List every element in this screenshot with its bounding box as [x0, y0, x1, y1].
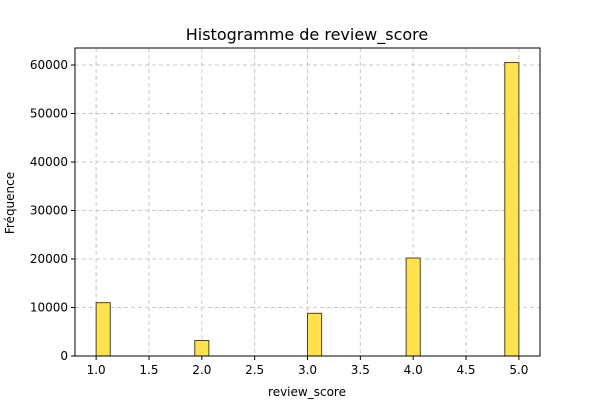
x-tick-label: 2.0 — [192, 363, 211, 377]
y-axis-label: Fréquence — [3, 172, 17, 234]
y-tick-label: 20000 — [30, 252, 68, 266]
histogram-bar — [95, 302, 111, 357]
x-tick-label: 3.5 — [351, 363, 370, 377]
x-tick-label: 1.5 — [139, 363, 158, 377]
bars — [95, 62, 520, 357]
histogram-bar — [307, 312, 323, 357]
y-tick-label: 40000 — [30, 155, 68, 169]
x-tick-label: 4.0 — [404, 363, 423, 377]
histogram-bar — [504, 62, 520, 357]
y-tick-label: 10000 — [30, 300, 68, 314]
histogram-bar — [194, 339, 210, 357]
y-tick-label: 50000 — [30, 106, 68, 120]
x-tick-label: 5.0 — [509, 363, 528, 377]
y-axis-ticks: 0 10000 20000 30000 40000 50000 60000 — [30, 58, 75, 363]
x-tick-label: 3.0 — [298, 363, 317, 377]
x-axis-ticks: 1.0 1.5 2.0 2.5 3.0 3.5 4.0 4.5 5.0 — [87, 356, 528, 377]
y-tick-label: 0 — [60, 349, 68, 363]
chart-title: Histogramme de review_score — [186, 25, 429, 45]
grid — [75, 48, 540, 357]
x-tick-label: 1.0 — [87, 363, 106, 377]
y-tick-label: 30000 — [30, 203, 68, 217]
x-axis-label: review_score — [268, 385, 346, 399]
x-tick-label: 4.5 — [456, 363, 475, 377]
histogram-bar — [405, 257, 421, 357]
y-tick-label: 60000 — [30, 58, 68, 72]
x-tick-label: 2.5 — [245, 363, 264, 377]
